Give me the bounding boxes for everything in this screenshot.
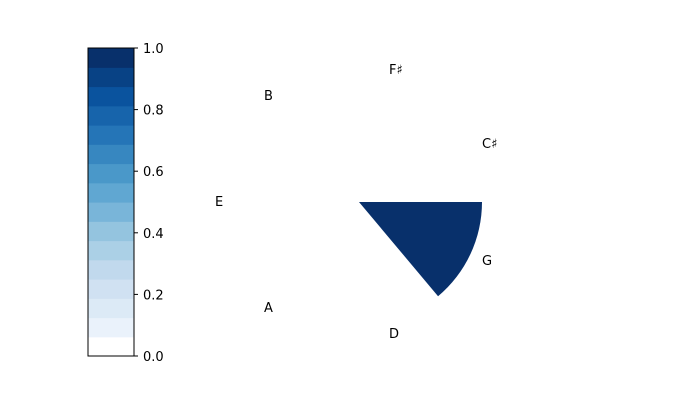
- category-label-a: A: [264, 301, 273, 316]
- category-label-b: B: [264, 89, 273, 104]
- colorbar-band: [88, 240, 134, 261]
- sector: [359, 202, 482, 297]
- colorbar-band: [88, 163, 134, 184]
- colorbar-band: [88, 86, 134, 107]
- colorbar-band: [88, 48, 134, 68]
- colorbar-frame: [87, 47, 135, 357]
- colorbar-tick-label: 0.6: [143, 165, 164, 180]
- colorbar-band: [88, 67, 134, 88]
- colorbar-band: [88, 182, 134, 203]
- colorbar-band: [88, 144, 134, 165]
- colorbar-tick-label: 1.0: [143, 42, 164, 57]
- colorbar: 0.0 0.2 0.4 0.6 0.8 1.0: [87, 42, 164, 365]
- category-label-f-sharp: F♯: [389, 63, 403, 78]
- category-label-c-sharp: C♯: [482, 137, 497, 152]
- category-label-g: G: [482, 254, 492, 269]
- colorbar-band: [88, 336, 134, 357]
- colorbar-tick-label: 0.8: [143, 104, 164, 119]
- colorbar-band: [88, 105, 134, 126]
- colorbar-tick-label: 0.4: [143, 227, 164, 242]
- colorbar-band: [88, 202, 134, 222]
- sector-group: [359, 202, 482, 297]
- colorbar-band: [88, 125, 134, 145]
- polar-plot-area: C♯ F♯ B E A D G: [215, 63, 497, 342]
- category-label-e: E: [215, 195, 223, 210]
- colorbar-tick-label: 0.2: [143, 288, 164, 303]
- category-label-d: D: [389, 327, 399, 342]
- colorbar-band: [88, 259, 134, 280]
- colorbar-band: [88, 279, 134, 299]
- colorbar-band: [88, 298, 134, 319]
- colorbar-band: [88, 221, 134, 242]
- colorbar-tick-label: 0.0: [143, 350, 164, 365]
- colorbar-band: [88, 317, 134, 338]
